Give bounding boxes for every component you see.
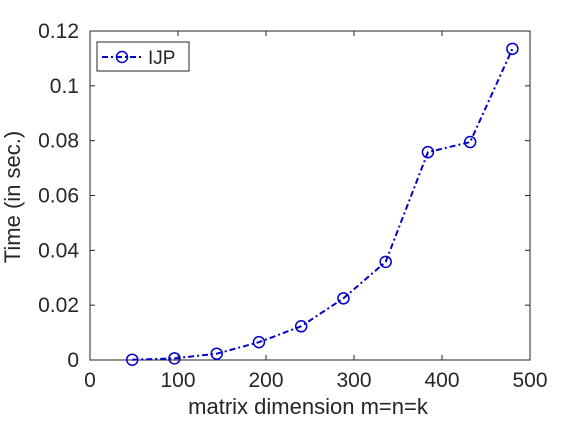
- data-point: [210, 347, 223, 360]
- plot-area: [89, 30, 531, 361]
- axes: [89, 30, 531, 361]
- x-axis-label: matrix dimension m=n=k: [188, 394, 429, 419]
- legend-label-ijp: IJP: [148, 48, 175, 69]
- legend-marker-sample: [115, 50, 129, 64]
- data-point: [252, 335, 266, 349]
- x-tick-label: 0: [84, 369, 96, 392]
- data-point: [125, 353, 139, 366]
- series-line-ijp: [132, 48, 514, 361]
- series-ijp: [125, 42, 519, 366]
- data-point: [379, 255, 392, 269]
- y-tick-label: 0.12: [38, 20, 79, 43]
- ticks: 0 100 200 300 400 500 0 0.02 0.04 0.06 0.08 0.1 0.12: [38, 20, 547, 392]
- y-tick-label: 0.08: [38, 130, 79, 153]
- y-tick-label: 0.04: [38, 239, 79, 262]
- y-tick-label: 0.06: [38, 185, 79, 208]
- y-tick-label: 0: [67, 349, 79, 372]
- y-tick-label: 0.02: [38, 294, 79, 317]
- data-point: [463, 135, 477, 149]
- x-tick-label: 300: [336, 369, 371, 392]
- y-axis-label: Time (in sec.): [0, 131, 25, 263]
- data-point: [337, 292, 350, 305]
- data-point: [421, 145, 435, 159]
- x-tick-label: 500: [512, 369, 547, 392]
- data-point: [168, 352, 181, 365]
- x-tick-label: 100: [160, 369, 195, 392]
- data-point: [506, 42, 519, 56]
- legend: IJP: [96, 41, 190, 72]
- x-tick-label: 400: [424, 369, 459, 392]
- data-point: [294, 320, 308, 333]
- x-tick-label: 200: [248, 369, 283, 392]
- y-tick-label: 0.1: [50, 75, 79, 98]
